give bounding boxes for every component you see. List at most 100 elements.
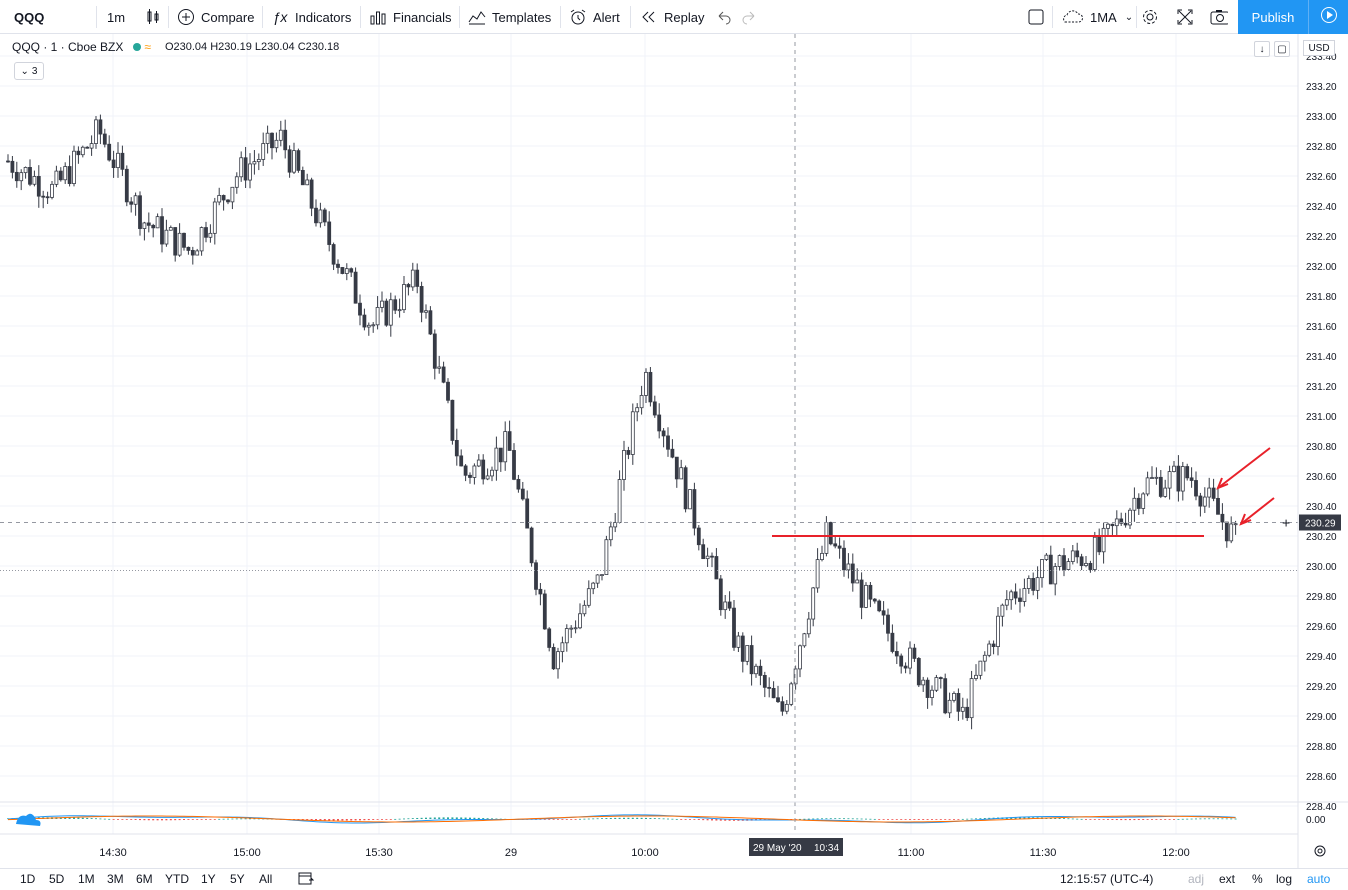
collapse-legend-button[interactable]: ⌄ 3 — [14, 62, 44, 80]
time-tick-label: 11:30 — [1030, 847, 1057, 859]
interval-button[interactable]: 1m — [107, 9, 126, 25]
macd-histogram-bar — [451, 817, 454, 819]
price-tick-label: 231.00 — [1306, 412, 1337, 423]
candle-body — [564, 628, 569, 644]
macd-histogram-bar — [653, 818, 656, 819]
macd-histogram-bar — [77, 817, 80, 819]
macd-histogram-bar — [623, 817, 625, 819]
macd-histogram-bar — [249, 818, 251, 820]
candle-body — [952, 693, 956, 701]
chevron-down-icon: ⌄ — [20, 65, 29, 77]
log-toggle[interactable]: log — [1276, 872, 1293, 886]
replay-button[interactable]: Replay — [640, 0, 704, 34]
candle-body — [98, 119, 103, 135]
ext-toggle[interactable]: ext — [1219, 872, 1236, 886]
macd-histogram-bar — [640, 817, 643, 819]
macd-histogram-bar — [398, 818, 401, 820]
candle-body — [855, 579, 860, 584]
macd-histogram-bar — [957, 819, 960, 820]
macd-histogram-bar — [213, 819, 216, 820]
publish-button[interactable]: Publish — [1238, 0, 1308, 34]
symbol-search[interactable]: QQQ — [14, 9, 45, 25]
macd-histogram-bar — [913, 819, 916, 820]
price-tick-label: 229.60 — [1306, 622, 1337, 633]
price-tick-label: 228.60 — [1306, 772, 1337, 783]
candle-body — [454, 440, 459, 457]
play-button[interactable] — [1308, 0, 1348, 34]
settings-button[interactable] — [1141, 0, 1165, 34]
macd-histogram-bar — [1014, 817, 1017, 819]
templates-button[interactable]: Templates — [468, 0, 551, 34]
macd-histogram-bar — [935, 819, 938, 820]
macd-histogram-bar — [856, 818, 859, 820]
range-button-3m[interactable]: 3M — [107, 872, 124, 886]
macd-histogram-bar — [583, 818, 586, 820]
indicators-button[interactable]: ƒx Indicators — [271, 0, 352, 34]
scroll-down-button[interactable]: ↓ — [1254, 41, 1270, 57]
alert-button[interactable]: Alert — [569, 0, 620, 34]
candle-body — [366, 324, 371, 328]
redo-button[interactable] — [740, 0, 764, 34]
macd-histogram-bar — [130, 819, 133, 820]
range-button-1m[interactable]: 1M — [78, 872, 95, 886]
currency-label[interactable]: USD — [1303, 40, 1335, 56]
adj-toggle[interactable]: adj — [1188, 872, 1205, 886]
candle-body — [516, 478, 521, 490]
candle-body — [248, 163, 252, 181]
fullscreen-button[interactable] — [1176, 0, 1200, 34]
macd-histogram-bar — [1115, 819, 1118, 821]
compare-button[interactable]: Compare — [177, 0, 254, 34]
financials-button[interactable]: Financials — [369, 0, 452, 34]
auto-toggle[interactable]: auto — [1307, 872, 1331, 886]
candle-body — [1106, 523, 1110, 529]
range-button-5d[interactable]: 5D — [49, 872, 65, 886]
range-button-1d[interactable]: 1D — [20, 872, 36, 886]
financials-label: Financials — [393, 9, 452, 25]
price-chart[interactable]: 233.40 233.20 233.00 232.80 232.60 232.40 232.… — [0, 34, 1348, 868]
candle-body — [1070, 550, 1075, 562]
add-plus-icon[interactable]: + — [1282, 515, 1290, 531]
macd-histogram-bar — [574, 819, 577, 820]
candle-body — [732, 607, 736, 648]
time-tick-label: 29 — [505, 847, 517, 859]
range-button-ytd[interactable]: YTD — [165, 872, 189, 886]
layout-button[interactable] — [1027, 0, 1051, 34]
candle-body — [85, 146, 90, 149]
macd-histogram-bar — [865, 818, 867, 820]
macd-histogram-bar — [909, 819, 911, 820]
candle-body — [89, 143, 94, 149]
macd-histogram-bar — [495, 818, 498, 820]
macd-histogram-bar — [596, 818, 599, 820]
macd-histogram-bar — [183, 819, 185, 820]
rewind-icon — [640, 8, 658, 26]
candle-body — [120, 152, 125, 170]
candle-body — [608, 526, 613, 541]
macd-histogram-bar — [112, 819, 115, 820]
candle-body — [146, 222, 151, 226]
percent-toggle[interactable]: % — [1252, 872, 1263, 886]
macd-histogram-bar — [319, 819, 322, 821]
maximize-pane-button[interactable]: ▢ — [1274, 41, 1290, 57]
macd-histogram-bar — [1203, 818, 1206, 820]
date-range-button[interactable] — [298, 871, 315, 888]
candle-body — [617, 479, 622, 523]
range-button-5y[interactable]: 5Y — [230, 872, 245, 886]
candle-body — [111, 159, 116, 169]
chart-type-button[interactable] — [144, 0, 168, 34]
snapshot-button[interactable] — [1210, 0, 1234, 34]
undo-button[interactable] — [715, 0, 739, 34]
range-button-1y[interactable]: 1Y — [201, 872, 216, 886]
candle-body — [828, 522, 833, 545]
layout-name-button[interactable]: 1MA ⌄ — [1060, 0, 1133, 34]
candle-body — [270, 132, 274, 149]
candle-body — [996, 615, 1000, 647]
macd-histogram-bar — [1199, 818, 1202, 820]
candle-body — [1048, 554, 1053, 585]
annotation-arrowhead — [1239, 513, 1252, 526]
macd-histogram-bar — [1080, 818, 1083, 820]
macd-histogram-bar — [869, 818, 872, 820]
range-button-6m[interactable]: 6M — [136, 872, 153, 886]
range-button-all[interactable]: All — [259, 872, 273, 886]
annotations — [0, 34, 1298, 834]
axis-settings-icon[interactable] — [1314, 845, 1326, 857]
